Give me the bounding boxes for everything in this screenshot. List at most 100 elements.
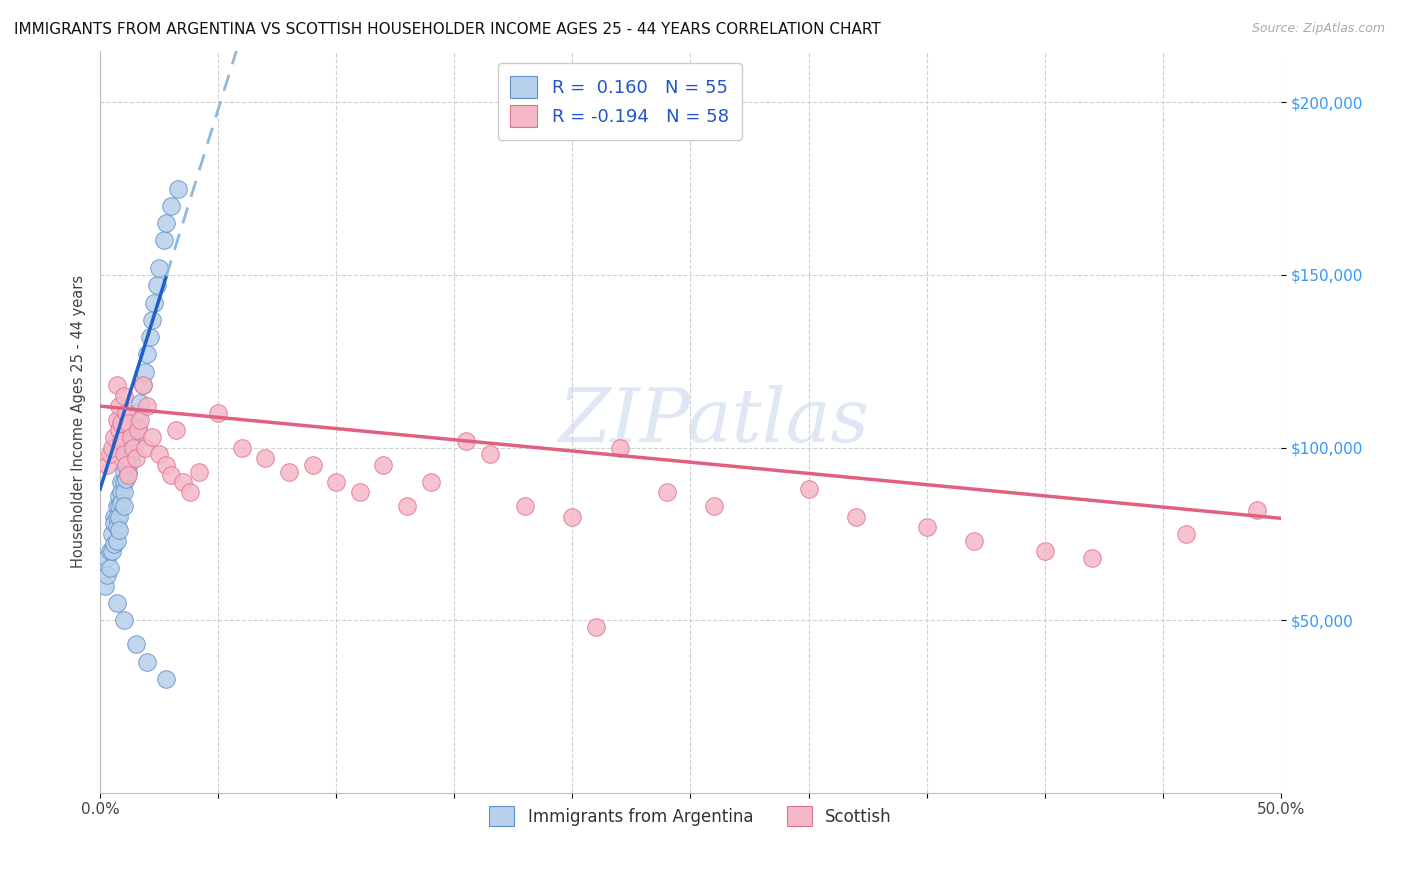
Point (172, 475, 194, 489)
Point (115, 458, 138, 472)
Point (136, 347, 159, 361)
Point (110, 417, 132, 431)
Point (108, 423, 131, 437)
Point (108, 500, 131, 514)
Point (136, 399, 159, 413)
Point (108, 509, 131, 524)
Point (117, 450, 139, 465)
Point (167, 182, 190, 196)
Point (124, 420, 146, 434)
Point (585, 620, 607, 634)
Point (254, 450, 277, 465)
Point (117, 417, 139, 431)
Point (120, 430, 142, 444)
Point (112, 500, 135, 514)
Point (103, 516, 125, 531)
Point (122, 441, 145, 455)
Point (129, 395, 152, 409)
Point (134, 365, 156, 379)
Point (561, 509, 583, 524)
Point (373, 458, 395, 472)
Point (115, 472, 138, 486)
Point (396, 500, 419, 514)
Point (108, 524, 131, 538)
Point (105, 413, 128, 427)
Text: Source: ZipAtlas.com: Source: ZipAtlas.com (1251, 22, 1385, 36)
Point (141, 313, 163, 327)
Point (98, 544, 121, 558)
Point (101, 544, 124, 558)
Point (103, 430, 125, 444)
Point (155, 216, 177, 230)
Point (1081, 551, 1104, 566)
Point (120, 441, 142, 455)
Point (1033, 544, 1056, 558)
Point (117, 465, 139, 479)
Point (165, 423, 187, 437)
Point (96, 568, 118, 582)
Legend: Immigrants from Argentina, Scottish: Immigrants from Argentina, Scottish (479, 796, 901, 837)
Point (115, 458, 138, 472)
Point (478, 447, 501, 461)
Point (124, 450, 146, 465)
Point (110, 434, 132, 448)
Point (231, 441, 253, 455)
Point (136, 655, 159, 669)
Point (160, 468, 183, 483)
Point (155, 458, 177, 472)
Point (101, 526, 124, 541)
Y-axis label: Householder Income Ages 25 - 44 years: Householder Income Ages 25 - 44 years (72, 275, 86, 568)
Point (122, 444, 145, 458)
Point (278, 465, 301, 479)
Point (110, 475, 132, 489)
Point (1246, 502, 1268, 516)
Point (609, 441, 631, 455)
Point (115, 406, 138, 420)
Point (127, 406, 149, 420)
Point (120, 454, 142, 468)
Point (105, 378, 128, 392)
Point (188, 465, 211, 479)
Point (153, 234, 176, 248)
Point (160, 199, 183, 213)
Point (129, 413, 152, 427)
Point (655, 485, 678, 500)
Point (797, 482, 820, 496)
Text: ZIPatlas: ZIPatlas (558, 385, 869, 458)
Point (112, 465, 135, 479)
Point (143, 295, 166, 310)
Point (127, 423, 149, 437)
Point (108, 399, 131, 413)
Text: IMMIGRANTS FROM ARGENTINA VS SCOTTISH HOUSEHOLDER INCOME AGES 25 - 44 YEARS CORR: IMMIGRANTS FROM ARGENTINA VS SCOTTISH HO… (14, 22, 880, 37)
Point (108, 489, 131, 503)
Point (349, 485, 371, 500)
Point (105, 520, 128, 534)
Point (845, 509, 868, 524)
Point (325, 475, 347, 489)
Point (179, 485, 201, 500)
Point (96, 551, 118, 566)
Point (703, 500, 725, 514)
Point (915, 520, 938, 534)
Point (148, 261, 170, 276)
Point (112, 475, 135, 489)
Point (101, 441, 124, 455)
Point (124, 637, 146, 651)
Point (148, 447, 170, 461)
Point (98, 447, 121, 461)
Point (103, 537, 125, 551)
Point (124, 434, 146, 448)
Point (105, 509, 128, 524)
Point (112, 389, 135, 403)
Point (134, 441, 156, 455)
Point (301, 458, 323, 472)
Point (127, 420, 149, 434)
Point (515, 500, 537, 514)
Point (122, 430, 145, 444)
Point (131, 378, 153, 392)
Point (105, 500, 128, 514)
Point (117, 468, 139, 483)
Point (112, 485, 135, 500)
Point (94, 578, 117, 592)
Point (110, 485, 132, 500)
